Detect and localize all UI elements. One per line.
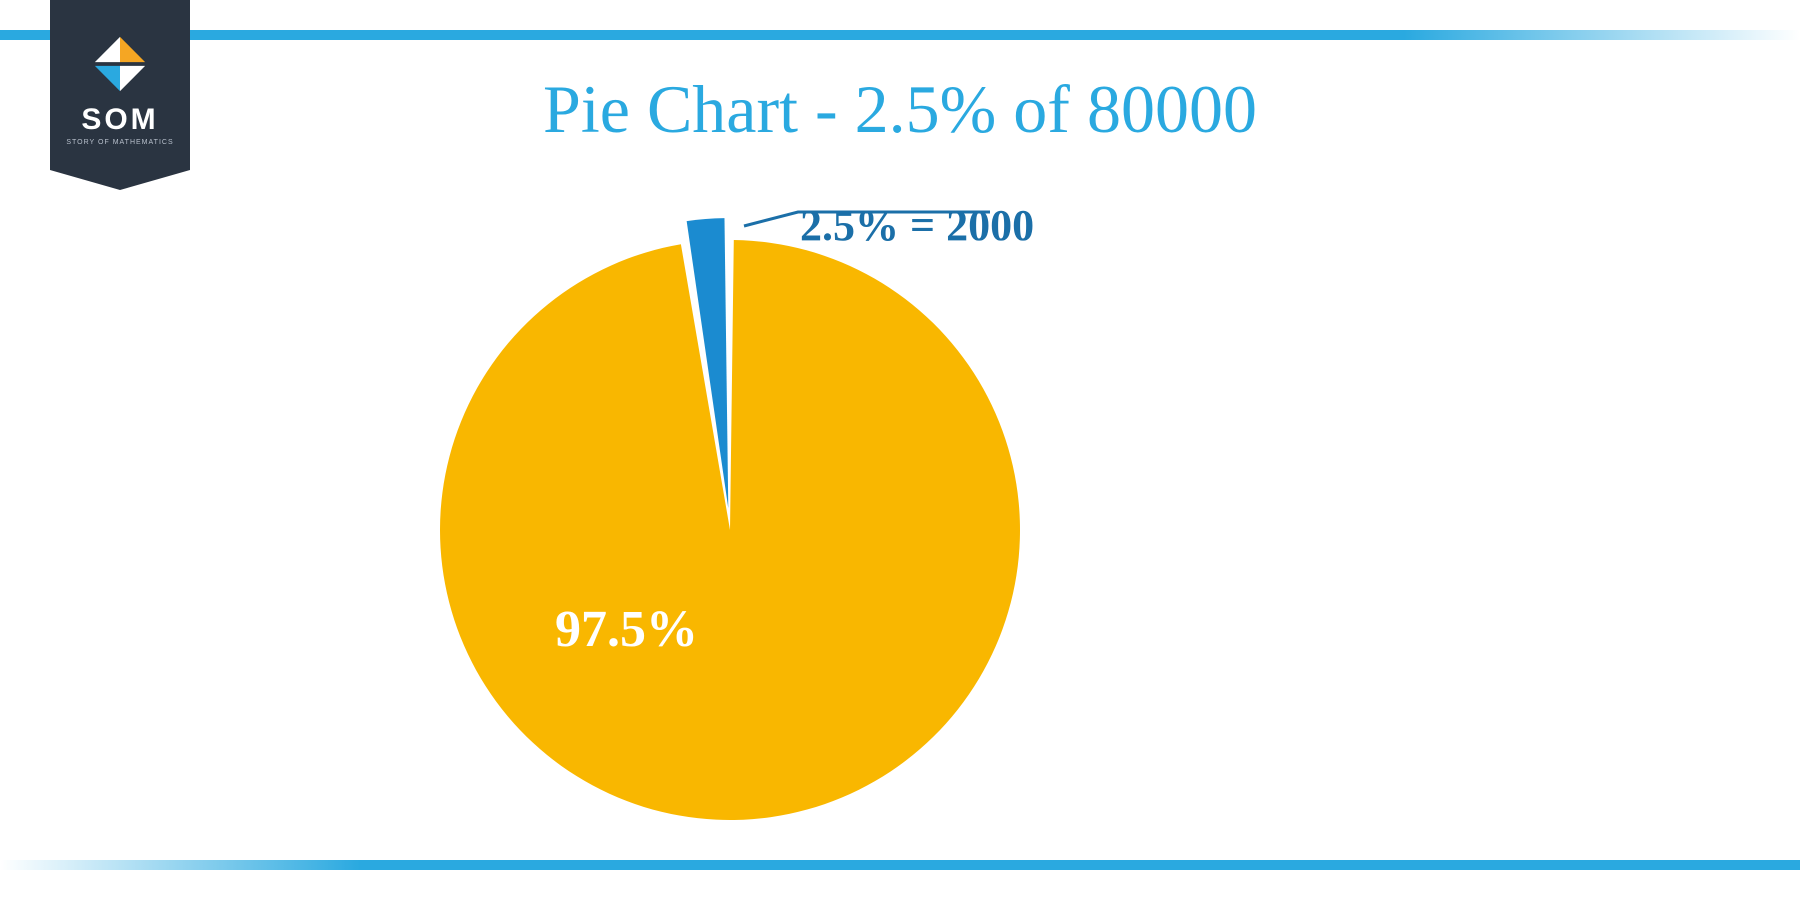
pie-slice (440, 240, 1020, 820)
pie-chart (420, 210, 1040, 830)
bottom-accent-bar (0, 860, 1800, 870)
slice-main-label: 97.5% (555, 600, 698, 659)
page-title: Pie Chart - 2.5% of 80000 (0, 70, 1800, 149)
slice-callout-label: 2.5% = 2000 (800, 200, 1034, 251)
top-accent-bar (0, 30, 1800, 40)
